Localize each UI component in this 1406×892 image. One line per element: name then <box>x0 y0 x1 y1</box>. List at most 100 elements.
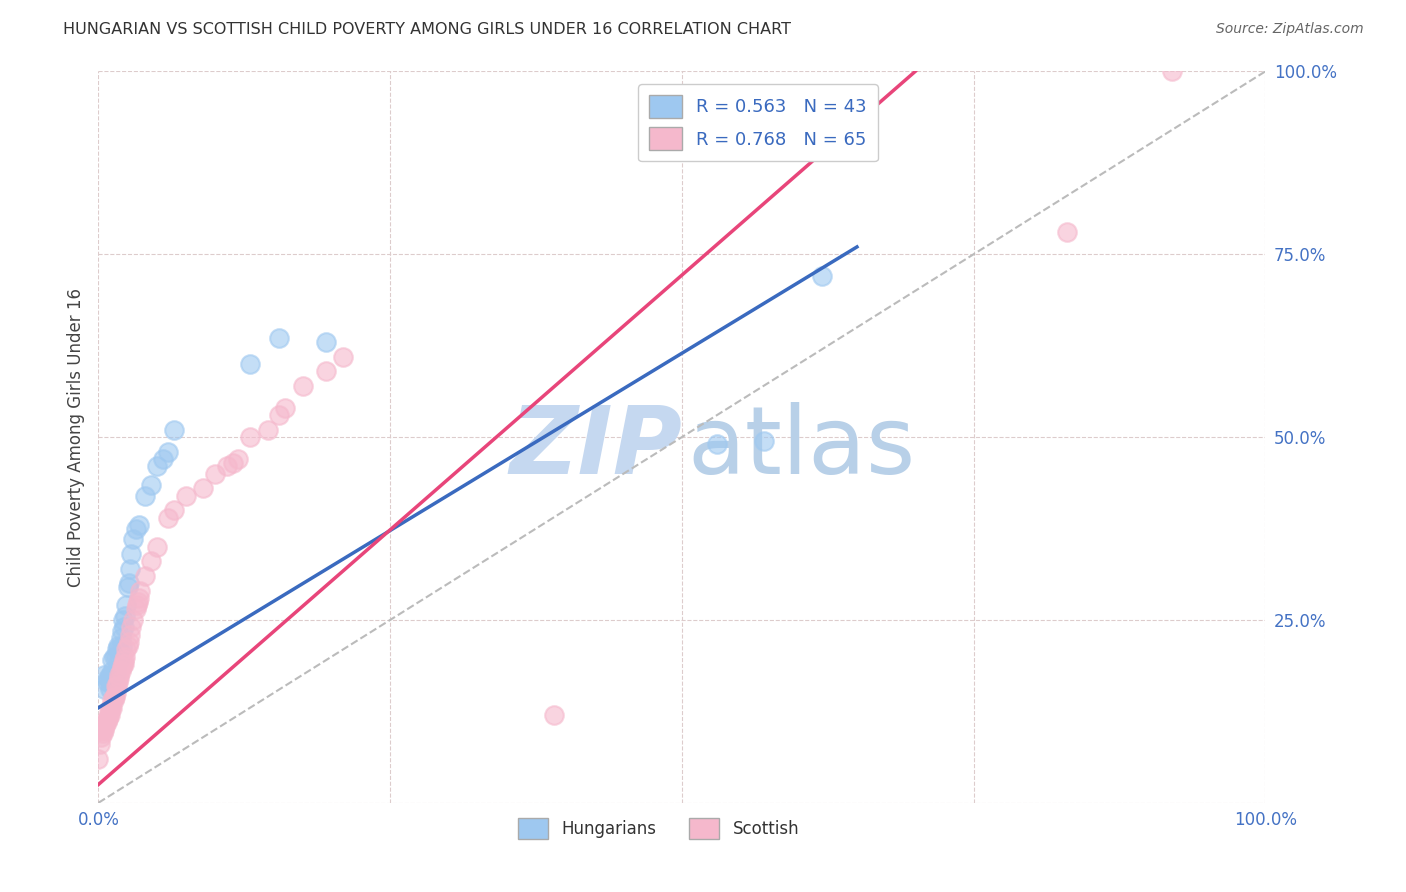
Text: HUNGARIAN VS SCOTTISH CHILD POVERTY AMONG GIRLS UNDER 16 CORRELATION CHART: HUNGARIAN VS SCOTTISH CHILD POVERTY AMON… <box>63 22 792 37</box>
Point <box>152 452 174 467</box>
Point <box>146 459 169 474</box>
Point <box>101 653 124 667</box>
Point <box>107 675 129 690</box>
Point <box>110 632 132 646</box>
Point <box>93 682 115 697</box>
Point <box>315 334 337 349</box>
Point <box>87 752 110 766</box>
Point <box>114 649 136 664</box>
Point <box>543 708 565 723</box>
Point <box>174 489 197 503</box>
Point <box>163 503 186 517</box>
Point <box>139 477 162 491</box>
Point <box>110 664 132 678</box>
Point <box>98 675 121 690</box>
Point <box>811 269 834 284</box>
Point <box>332 350 354 364</box>
Point <box>134 569 156 583</box>
Point <box>215 459 238 474</box>
Point <box>122 533 145 547</box>
Point <box>111 639 134 653</box>
Point <box>315 364 337 378</box>
Point <box>103 693 125 707</box>
Point <box>120 620 142 634</box>
Point <box>103 649 125 664</box>
Point <box>89 737 111 751</box>
Point <box>112 653 135 667</box>
Point <box>97 708 120 723</box>
Point <box>97 705 120 719</box>
Point <box>115 642 138 657</box>
Point <box>128 591 150 605</box>
Point <box>91 726 114 740</box>
Point <box>163 423 186 437</box>
Point <box>94 715 117 730</box>
Point <box>98 700 121 714</box>
Point <box>101 700 124 714</box>
Point <box>108 667 131 681</box>
Point <box>96 712 118 726</box>
Point <box>90 723 112 737</box>
Point <box>1056 225 1078 239</box>
Point <box>125 521 148 535</box>
Point <box>104 649 127 664</box>
Point <box>115 599 138 613</box>
Point <box>117 580 139 594</box>
Point <box>112 620 135 634</box>
Point <box>221 456 243 470</box>
Point <box>269 408 291 422</box>
Point <box>1161 64 1184 78</box>
Point <box>108 642 131 657</box>
Point <box>93 723 115 737</box>
Point <box>120 547 142 561</box>
Text: ZIP: ZIP <box>509 402 682 494</box>
Point <box>97 712 120 726</box>
Point <box>98 682 121 697</box>
Point <box>117 639 139 653</box>
Point <box>100 700 122 714</box>
Point <box>114 609 136 624</box>
Point <box>128 517 150 532</box>
Point <box>193 481 215 495</box>
Point <box>256 423 278 437</box>
Point <box>97 672 120 686</box>
Point <box>108 672 131 686</box>
Y-axis label: Child Poverty Among Girls Under 16: Child Poverty Among Girls Under 16 <box>66 287 84 587</box>
Point <box>157 510 180 524</box>
Point <box>104 667 127 681</box>
Point <box>111 660 134 674</box>
Point <box>125 602 148 616</box>
Point <box>269 331 291 345</box>
Point <box>122 613 145 627</box>
Point <box>96 675 118 690</box>
Point <box>104 679 127 693</box>
Point <box>94 719 117 733</box>
Point <box>127 594 149 608</box>
Point <box>118 562 141 576</box>
Point <box>90 730 112 744</box>
Point <box>129 583 152 598</box>
Text: Source: ZipAtlas.com: Source: ZipAtlas.com <box>1216 22 1364 37</box>
Point <box>112 657 135 671</box>
Point <box>706 437 728 451</box>
Point <box>107 639 129 653</box>
Point <box>101 693 124 707</box>
Point <box>103 690 125 704</box>
Point <box>118 627 141 641</box>
Point <box>96 715 118 730</box>
Point <box>139 554 162 568</box>
Point <box>105 679 128 693</box>
Point <box>157 444 180 458</box>
Point <box>111 624 134 638</box>
Point <box>291 379 314 393</box>
Point <box>752 434 775 448</box>
Point <box>274 401 297 415</box>
Point <box>239 430 262 444</box>
Point <box>104 690 127 704</box>
Point <box>204 467 226 481</box>
Point <box>93 667 115 681</box>
Point <box>111 613 134 627</box>
Point <box>228 452 250 467</box>
Point <box>146 540 169 554</box>
Point <box>111 657 134 671</box>
